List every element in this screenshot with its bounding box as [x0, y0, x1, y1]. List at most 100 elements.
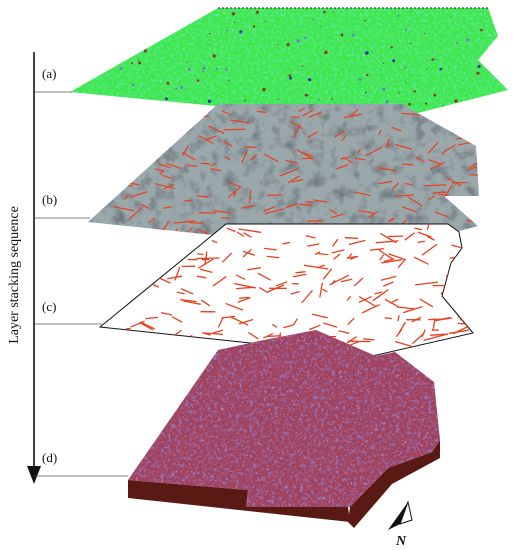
lineament-b: [223, 141, 233, 147]
layer-a-spot: [277, 98, 279, 101]
lineament-b: [288, 175, 300, 184]
lineament-c: [221, 315, 236, 319]
lineament-c: [311, 313, 328, 319]
lineament-b: [266, 194, 282, 196]
lineament-b: [134, 240, 150, 244]
lineament-b: [263, 153, 279, 162]
lineament-b: [407, 196, 423, 207]
lineament-b: [291, 179, 304, 183]
lineament-b: [210, 162, 217, 167]
layer-a-spot: [209, 32, 211, 35]
lineament-c: [174, 267, 181, 281]
layer-a-spot: [496, 30, 498, 32]
lineament-c: [372, 289, 389, 301]
layer-a-spot: [138, 61, 142, 65]
lineament-c: [235, 274, 246, 280]
layer-a-spot: [410, 11, 412, 13]
lineament-c: [448, 275, 472, 281]
lineament-c: [437, 317, 453, 321]
lineament-b: [302, 109, 314, 117]
layer-a-spot: [470, 102, 474, 105]
lineament-b: [181, 114, 196, 118]
lineament-c: [225, 303, 244, 311]
layer-a-spot: [340, 33, 343, 36]
north-arrow-label: N: [395, 534, 407, 549]
layer-a-spot: [366, 73, 369, 77]
lineament-c: [447, 286, 459, 289]
layer-a-spot: [318, 98, 320, 101]
lineament-b: [341, 135, 347, 141]
label-c: (c): [42, 299, 56, 314]
lineament-c: [290, 291, 300, 295]
lineament-c: [322, 268, 333, 280]
layer-d-side-front: [128, 480, 350, 522]
lineament-b: [329, 209, 337, 214]
lineament-c: [295, 271, 306, 274]
lineament-b: [392, 182, 399, 190]
layer-a-spot: [144, 42, 147, 46]
lineament-c: [161, 261, 166, 273]
lineament-b: [358, 210, 374, 214]
layer-a-spot: [207, 99, 212, 103]
lineament-b: [117, 167, 122, 176]
lineament-c: [183, 347, 203, 354]
lineament-c: [402, 306, 423, 314]
layer-a-spot: [477, 64, 481, 68]
lineament-b: [244, 146, 257, 148]
lineament-c: [395, 341, 414, 348]
lineament-b: [415, 156, 425, 163]
layer-a-spot: [123, 39, 125, 41]
lineament-b: [213, 210, 231, 214]
lineament-b: [340, 156, 350, 160]
lineament-b: [208, 125, 225, 134]
layer-a-spot: [494, 111, 497, 114]
lineament-c: [141, 336, 161, 342]
layer-a-spot: [195, 101, 197, 103]
lineament-b: [198, 228, 209, 235]
lineament-b: [427, 141, 439, 154]
layer-a-spot: [215, 68, 218, 71]
lineament-c: [145, 316, 159, 320]
lineament-b: [250, 154, 258, 161]
lineament-c: [421, 243, 438, 256]
lineament-c: [305, 235, 316, 239]
lineament-c: [307, 243, 320, 247]
lineament-b: [166, 162, 182, 169]
lineament-b: [162, 206, 172, 209]
lineament-b: [124, 172, 132, 182]
lineament-c: [238, 296, 250, 299]
lineament-c: [238, 319, 254, 325]
lineament-b: [162, 175, 172, 179]
lineament-c: [275, 281, 288, 287]
layer-c: [98, 223, 474, 357]
layer-a-spot: [364, 19, 366, 22]
lineament-b: [432, 191, 446, 194]
lineament-c: [344, 237, 359, 239]
north-arrow-tail: [399, 500, 413, 525]
lineament-b: [109, 177, 121, 183]
lineament-c: [417, 231, 432, 238]
lineament-b: [198, 135, 214, 144]
lineament-c: [379, 249, 394, 260]
lineament-b: [401, 112, 420, 116]
lineament-c: [140, 322, 154, 331]
lineament-c: [176, 254, 183, 258]
lineament-c: [167, 275, 183, 280]
lineament-c: [133, 264, 151, 273]
layer-a-spot: [434, 58, 437, 61]
lineament-c: [369, 248, 384, 251]
lineament-b: [305, 201, 314, 203]
lineament-b: [313, 199, 327, 203]
lineament-c: [309, 324, 321, 331]
layer-a-spot: [390, 46, 393, 49]
lineament-c: [145, 268, 168, 275]
layer-a-spot: [364, 91, 367, 94]
lineament-c: [375, 240, 399, 244]
lineament-b: [229, 181, 242, 188]
lineament-c: [217, 316, 224, 328]
lineament-b: [264, 208, 285, 214]
lineament-b: [196, 195, 209, 198]
lineament-c: [421, 329, 426, 338]
layer-a-spot: [304, 93, 308, 97]
lineament-b: [334, 130, 345, 138]
